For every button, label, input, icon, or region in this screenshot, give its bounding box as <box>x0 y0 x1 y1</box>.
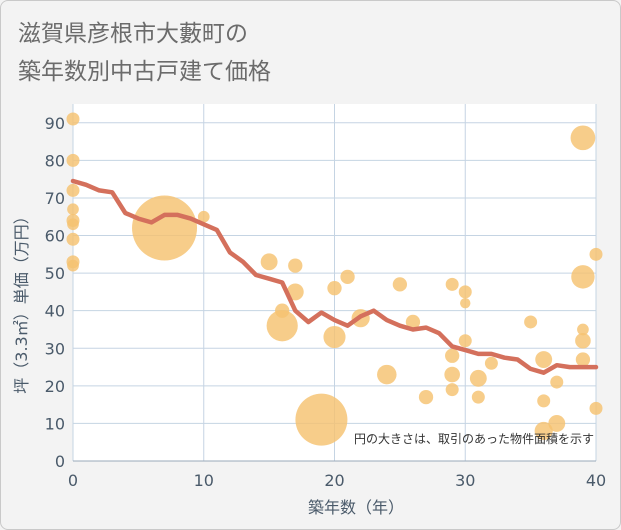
y-tick-label: 40 <box>45 302 65 321</box>
bubble-point <box>535 351 553 368</box>
bubble-point <box>340 269 355 285</box>
chart-title: 滋賀県彦根市大藪町の 築年数別中古戸建て価格 <box>18 15 271 91</box>
bubble-point <box>288 258 303 273</box>
bubble-point <box>589 247 603 261</box>
bubble-point <box>66 183 80 197</box>
bubble-point <box>295 393 348 446</box>
bubble-point <box>260 253 278 271</box>
trend-line <box>70 178 599 375</box>
bubble-point <box>571 265 595 289</box>
bubble-point <box>445 348 460 363</box>
y-tick-label: 70 <box>45 189 65 208</box>
bubble-point <box>458 285 472 299</box>
bubble-point <box>575 352 591 367</box>
y-tick-label: 30 <box>45 339 65 358</box>
x-tick-label: 10 <box>194 471 214 490</box>
bubble-point <box>460 297 471 309</box>
bubble-point <box>548 414 566 432</box>
y-tick-label: 50 <box>45 264 65 283</box>
x-tick-label: 20 <box>324 471 344 490</box>
x-tick-labels: 0 10 20 30 40 <box>68 471 606 490</box>
bubble-point <box>471 390 485 404</box>
bubble-point <box>444 366 460 383</box>
y-tick-label: 0 <box>55 452 65 471</box>
bubble-point <box>524 315 538 329</box>
bubble-point <box>445 277 459 291</box>
bubble-point <box>266 310 298 342</box>
bubble-point <box>377 364 397 385</box>
chart-title-line2: 築年数別中古戸建て価格 <box>18 59 271 85</box>
bubble-point <box>577 323 589 336</box>
x-tick-label: 0 <box>68 471 78 490</box>
bubble-point <box>132 195 198 261</box>
bubble-point <box>537 394 551 408</box>
bubble-point <box>67 259 79 272</box>
x-tick-label: 30 <box>455 471 475 490</box>
bubble-point <box>550 375 564 389</box>
bubble-point <box>418 389 434 405</box>
bubble-point <box>197 210 210 223</box>
bubble-point <box>67 218 79 231</box>
bubble-point <box>570 125 596 151</box>
bubble-size-note: 円の大きさは、取引のあった物件面積を示す <box>354 431 594 446</box>
bubble-point <box>66 232 80 246</box>
y-tick-label: 10 <box>45 414 65 433</box>
y-tick-label: 80 <box>45 151 65 170</box>
bubble-point <box>323 325 346 349</box>
y-tick-label: 90 <box>45 114 65 133</box>
y-tick-labels: 0 10 20 30 40 50 60 70 80 90 <box>45 114 65 471</box>
bubble-point <box>327 280 342 296</box>
bubble-point <box>534 421 553 441</box>
bubble-point <box>67 203 79 216</box>
x-axis-label: 築年数（年） <box>308 498 404 517</box>
y-tick-label: 60 <box>45 227 65 246</box>
y-tick-label: 20 <box>45 377 65 396</box>
bubble-point <box>458 334 472 348</box>
x-tick-label: 40 <box>586 471 606 490</box>
bubble-point <box>392 277 408 292</box>
bubble-point <box>66 153 80 167</box>
bubble-point <box>405 314 421 330</box>
chart-title-line1: 滋賀県彦根市大藪町の <box>18 21 248 47</box>
bubble-point <box>589 401 603 415</box>
bubble-point <box>484 356 498 370</box>
bubble-point <box>575 332 591 349</box>
bubbles <box>66 112 603 446</box>
bubble-point <box>275 303 290 318</box>
y-axis-label: 坪（3.3㎡）単価（万円） <box>12 208 31 393</box>
bubble-point <box>445 383 459 397</box>
bubble-point <box>469 369 487 387</box>
bubble-point <box>66 112 80 126</box>
bubble-point <box>286 283 304 301</box>
